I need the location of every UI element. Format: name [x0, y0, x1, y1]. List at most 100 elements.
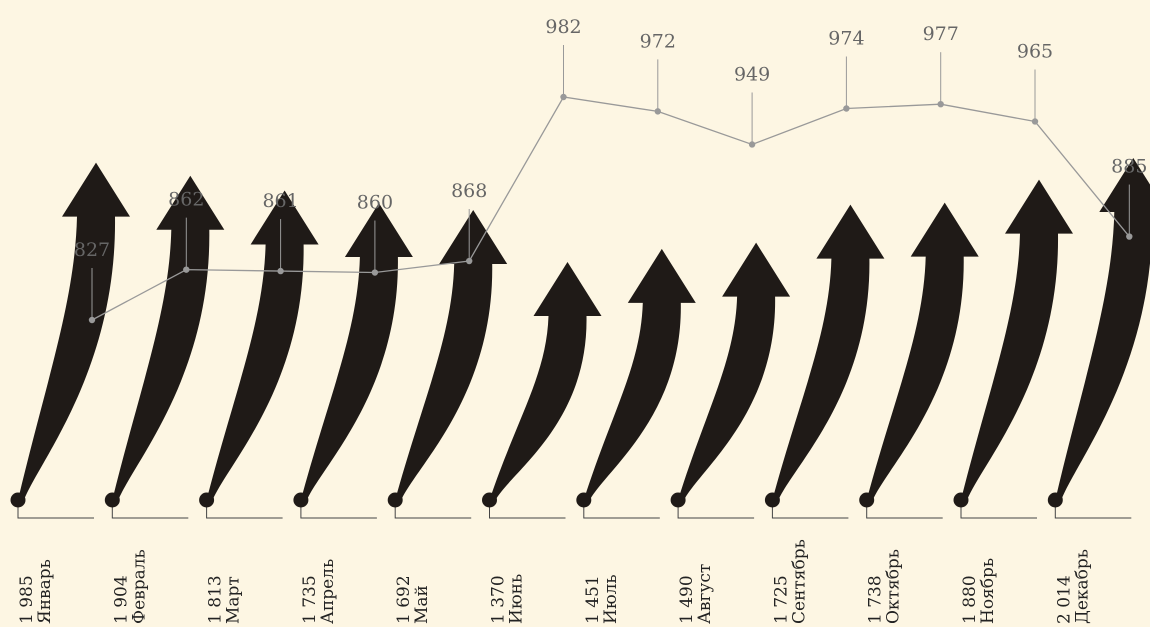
arrow-value-label-5: 1 692	[394, 575, 414, 624]
category-name-4: Апрель	[318, 559, 338, 624]
arrow-mark-10	[866, 202, 979, 501]
baseline-7	[583, 500, 660, 519]
base-dot-3	[199, 492, 215, 508]
category-label-1: 1 985Январь	[17, 559, 55, 624]
line-point-3	[277, 267, 284, 275]
line-value-label-11: 965	[1017, 40, 1053, 62]
arrow-value-label-8: 1 490	[677, 575, 697, 624]
arrow-mark-4	[300, 203, 413, 500]
category-name-9: Сентябрь	[789, 539, 809, 624]
arrow-mark-6	[489, 262, 602, 500]
base-dot-7	[576, 492, 592, 508]
base-dot-6	[482, 492, 497, 508]
arrow-mark-5	[395, 210, 508, 500]
line-point-4	[371, 269, 379, 276]
category-label-12: 2 014Декабрь	[1054, 549, 1092, 624]
line-value-label-12: 885	[1111, 156, 1147, 178]
base-dot-11	[953, 492, 969, 508]
base-dot-12	[1047, 492, 1063, 508]
category-name-10: Октябрь	[884, 549, 904, 624]
arrow-value-label-11: 1 880	[960, 575, 980, 624]
line-series	[88, 45, 1133, 324]
category-label-2: 1 904Февраль	[111, 549, 149, 624]
category-labels: 1 985Январь 1 904Февраль 1 813Март 1 735Апр…	[17, 539, 1092, 624]
line-point-7	[654, 108, 661, 115]
category-label-6: 1 370Июнь	[489, 574, 527, 624]
arrow-mark-2	[112, 175, 225, 500]
baseline-4	[300, 500, 377, 519]
base-dots	[10, 492, 1063, 508]
category-label-10: 1 738Октябрь	[866, 549, 904, 624]
line-point-2	[183, 266, 190, 273]
base-dot-1	[10, 492, 26, 508]
category-name-6: Июнь	[507, 574, 527, 624]
line-point-11	[1031, 118, 1039, 125]
line-value-label-6: 982	[545, 16, 581, 38]
category-label-4: 1 735Апрель	[300, 559, 338, 624]
arrow-value-label-9: 1 725	[771, 575, 791, 624]
category-label-7: 1 451Июль	[583, 574, 621, 624]
line-point-10	[937, 100, 944, 108]
arrow-mark-12	[1055, 158, 1150, 500]
arrow-value-label-10: 1 738	[866, 575, 886, 624]
baseline-12	[1054, 500, 1132, 519]
line-path	[91, 96, 1130, 321]
arrow-value-label-2: 1 904	[111, 575, 131, 624]
base-dot-8	[670, 492, 686, 508]
line-value-label-3: 861	[262, 190, 298, 212]
arrow-mark-1	[18, 162, 130, 500]
baseline-9	[771, 500, 849, 519]
arrow-value-label-1: 1 985	[17, 575, 37, 624]
line-value-label-10: 977	[923, 23, 959, 45]
base-dot-2	[104, 492, 120, 508]
arrow-mark-9	[772, 204, 885, 500]
line-point-9	[843, 105, 850, 112]
category-name-5: Май	[412, 585, 432, 624]
category-name-1: Январь	[35, 559, 55, 624]
baseline-11	[960, 500, 1037, 519]
arrow-value-label-6: 1 370	[489, 575, 509, 624]
arrow-value-label-12: 2 014	[1054, 575, 1074, 624]
line-value-label-9: 974	[828, 28, 864, 50]
category-name-12: Декабрь	[1072, 549, 1092, 624]
baseline-2	[111, 500, 189, 519]
category-name-8: Август	[695, 564, 715, 624]
line-value-label-1: 827	[74, 239, 110, 261]
baseline-5	[394, 500, 472, 519]
line-point-12	[1126, 233, 1133, 240]
category-name-11: Ноябрь	[978, 558, 998, 624]
baseline-3	[206, 500, 283, 519]
baseline-8	[677, 500, 755, 519]
line-point-1	[88, 316, 96, 324]
category-label-11: 1 880Ноябрь	[960, 558, 998, 624]
category-label-8: 1 490Август	[677, 564, 715, 624]
arrow-mark-8	[678, 242, 791, 500]
arrow-value-label-7: 1 451	[583, 575, 603, 624]
base-dot-10	[859, 492, 875, 508]
line-point-5	[466, 257, 473, 265]
arrow-mark-11	[961, 179, 1073, 500]
line-value-label-8: 949	[734, 63, 770, 85]
line-point-8	[748, 141, 756, 148]
category-name-3: Март	[224, 576, 244, 624]
base-dot-9	[764, 492, 780, 508]
line-value-label-2: 862	[168, 189, 204, 211]
arrow-series	[18, 158, 1150, 501]
arrow-mark-7	[583, 248, 696, 500]
line-value-label-7: 972	[640, 30, 676, 52]
base-dot-4	[293, 492, 309, 508]
category-label-5: 1 692Май	[394, 575, 432, 624]
arrow-value-label-3: 1 813	[206, 575, 226, 624]
category-label-9: 1 725Сентябрь	[771, 539, 809, 624]
line-value-label-4: 860	[357, 192, 393, 214]
baseline-10	[866, 500, 943, 519]
line-value-labels: 827 862 861 860 868 982 972 949 974 977 965 885	[74, 16, 1148, 261]
line-point-6	[560, 93, 567, 101]
category-name-7: Июль	[601, 574, 621, 624]
baseline-6	[489, 500, 566, 519]
line-value-label-5: 868	[451, 180, 487, 202]
category-name-2: Февраль	[129, 549, 149, 624]
baseline-1	[17, 500, 94, 519]
base-dot-5	[387, 492, 403, 508]
